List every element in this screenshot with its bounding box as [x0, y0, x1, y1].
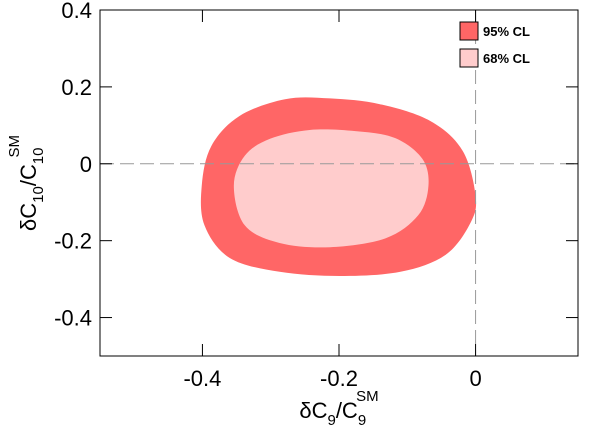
y-axis-label-part: 10	[30, 147, 47, 164]
y-axis-label-part: /C	[16, 164, 41, 186]
x-tick-label: -0.4	[183, 366, 221, 391]
contour-region	[233, 129, 429, 248]
x-tick-label: -0.2	[320, 366, 358, 391]
y-axis-label-part: SM	[6, 135, 23, 158]
y-tick-label: 0	[80, 152, 92, 177]
legend-swatch	[459, 48, 479, 68]
x-tick-label: 0	[469, 366, 481, 391]
y-axis-label-part: 10	[30, 186, 47, 203]
y-axis-label-part: δC	[16, 203, 41, 231]
x-axis-label-part: SM	[356, 388, 379, 405]
legend-label: 68% CL	[483, 51, 530, 66]
x-axis-label-part: /C	[336, 398, 358, 423]
legend-label: 95% CL	[483, 24, 530, 39]
x-axis-label-part: 9	[327, 412, 335, 429]
x-axis-label: δC9/C9SM	[299, 388, 378, 429]
x-axis-label-part: 9	[358, 412, 366, 429]
legend-swatch	[459, 21, 479, 41]
y-tick-label: -0.4	[54, 306, 92, 331]
y-tick-label: -0.2	[54, 229, 92, 254]
y-tick-label: 0.4	[61, 0, 92, 23]
y-axis-label: δC10/C10SM	[6, 135, 47, 231]
x-axis-label-part: δC	[299, 398, 327, 423]
y-tick-label: 0.2	[61, 75, 92, 100]
